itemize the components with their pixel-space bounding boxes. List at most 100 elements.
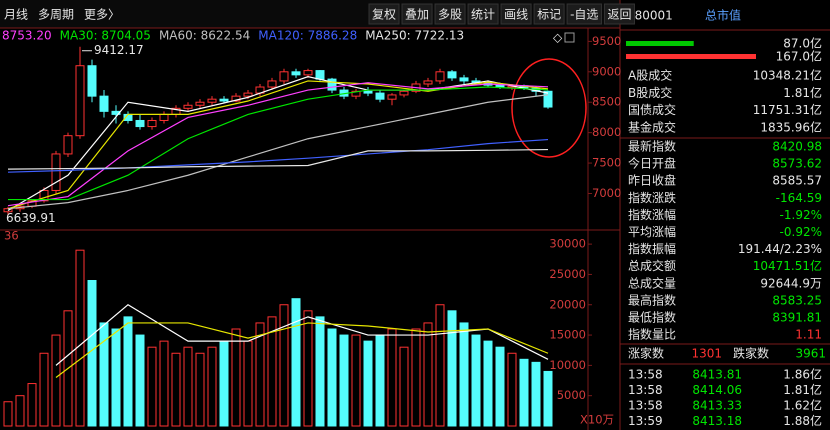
panel-label: 最新指数 xyxy=(628,139,676,154)
volume-bar xyxy=(519,358,529,427)
volume-bar xyxy=(111,328,121,427)
ratio-bar xyxy=(626,54,756,59)
highlight-circle xyxy=(511,58,587,158)
ratio-label: 167.0亿 xyxy=(776,49,822,64)
volume-bar xyxy=(267,316,277,427)
up-count-label: 涨家数 xyxy=(628,346,664,361)
panel-value: 1835.96亿 xyxy=(760,119,822,134)
candle-body xyxy=(303,70,313,76)
panel-label: 总成交量 xyxy=(628,275,676,290)
icon-window[interactable] xyxy=(564,32,575,43)
toolbar-button-label[interactable]: 标记 xyxy=(537,8,561,22)
volume-bar xyxy=(183,346,193,427)
toolbar-item[interactable]: 多周期 xyxy=(38,8,74,22)
candle-body xyxy=(315,70,325,80)
candle-body xyxy=(375,92,385,100)
ratio-label: 87.0亿 xyxy=(783,36,822,51)
volume-bar xyxy=(315,316,325,427)
volume-bar xyxy=(507,352,517,427)
panel-value: 8585.57 xyxy=(772,174,822,188)
y-tick-label: 8000 xyxy=(592,125,621,139)
toolbar-button-label[interactable]: 多股 xyxy=(438,8,462,22)
volume-unit: X10万 xyxy=(580,413,614,427)
toolbar-button-label[interactable]: 画线 xyxy=(504,8,528,22)
candle-body xyxy=(447,71,457,79)
volume-bar xyxy=(435,304,445,427)
tick-time: 13:58 xyxy=(628,399,663,413)
volume-bar xyxy=(351,334,361,427)
candle-body xyxy=(87,65,97,97)
icon-diamond[interactable]: ◇ xyxy=(553,31,563,45)
volume-bar xyxy=(231,328,241,427)
toolbar-button[interactable] xyxy=(533,3,565,25)
toolbar-button[interactable] xyxy=(603,3,635,25)
candle-body xyxy=(243,92,253,97)
panel-value: 10348.21亿 xyxy=(753,68,822,83)
tick-amount: 1.81亿 xyxy=(783,382,822,397)
low-annotation: 6639.91 xyxy=(6,211,56,225)
ma-line xyxy=(7,94,549,210)
panel-label: 总成交额 xyxy=(628,258,676,273)
panel-label: A股成交 xyxy=(628,68,672,83)
candle-body xyxy=(183,104,193,109)
volume-bar xyxy=(327,328,337,427)
panel-label: 平均涨幅 xyxy=(628,224,676,239)
toolbar-item[interactable]: 月线 xyxy=(4,8,28,22)
ma-legend: MA30: 8704.05 xyxy=(60,29,151,43)
volume-ma-line xyxy=(55,304,549,366)
y-tick-label: 10000 xyxy=(549,358,586,372)
y-tick-label: 5000 xyxy=(557,388,586,402)
volume-label: 36 xyxy=(4,229,19,243)
panel-label: 昨日收盘 xyxy=(628,173,676,188)
toolbar-item[interactable]: 更多〉 xyxy=(84,8,120,22)
volume-bar xyxy=(75,249,85,427)
panel-label: 指数涨跌 xyxy=(628,190,676,205)
toolbar-button[interactable] xyxy=(434,3,466,25)
candle-body xyxy=(75,65,85,137)
toolbar-button-label[interactable]: 复权 xyxy=(372,8,396,22)
volume-bar xyxy=(195,352,205,427)
toolbar-button-label[interactable]: 叠加 xyxy=(405,8,429,22)
candle-body xyxy=(423,80,433,85)
volume-bar xyxy=(387,328,397,427)
toolbar-button-label[interactable]: 返回 xyxy=(607,8,631,22)
y-tick-label: 20000 xyxy=(549,297,586,311)
candle-body xyxy=(63,135,73,155)
volume-bar xyxy=(447,310,457,427)
volume-bar xyxy=(147,346,157,427)
candle-body xyxy=(387,94,397,100)
panel-value: 1.11 xyxy=(795,328,822,342)
panel-label: 最低指数 xyxy=(628,310,676,325)
tick-price: 8413.18 xyxy=(692,414,742,428)
toolbar-button[interactable] xyxy=(467,3,499,25)
tick-price: 8414.06 xyxy=(692,383,742,397)
down-count: 3961 xyxy=(795,347,826,361)
ma-line xyxy=(7,76,549,212)
tick-amount: 1.62亿 xyxy=(783,398,822,413)
volume-bar xyxy=(411,328,421,427)
candle-body xyxy=(51,153,61,191)
volume-bar xyxy=(255,322,265,427)
toolbar-button-label[interactable]: 统计 xyxy=(471,8,495,22)
candle-body xyxy=(39,189,49,202)
candle-body xyxy=(159,113,169,121)
volume-bar xyxy=(3,401,13,427)
toolbar-button[interactable] xyxy=(368,3,400,25)
candle-body xyxy=(327,78,337,91)
volume-bar xyxy=(27,383,37,427)
toolbar-button[interactable] xyxy=(500,3,532,25)
volume-bar xyxy=(279,304,289,427)
tick-time: 13:58 xyxy=(628,368,663,382)
volume-bar xyxy=(291,298,301,427)
toolbar-button[interactable] xyxy=(401,3,433,25)
toolbar-button[interactable] xyxy=(566,3,602,25)
candle-body xyxy=(195,101,205,106)
panel-value: 92644.9万 xyxy=(760,276,822,290)
tick-time: 13:58 xyxy=(628,383,663,397)
volume-bar xyxy=(543,370,553,427)
toolbar-button-label[interactable]: -自选 xyxy=(570,8,598,22)
volume-bar xyxy=(123,316,133,427)
tick-price: 8413.33 xyxy=(692,399,742,413)
volume-bar xyxy=(207,346,217,427)
volume-bar xyxy=(159,340,169,427)
